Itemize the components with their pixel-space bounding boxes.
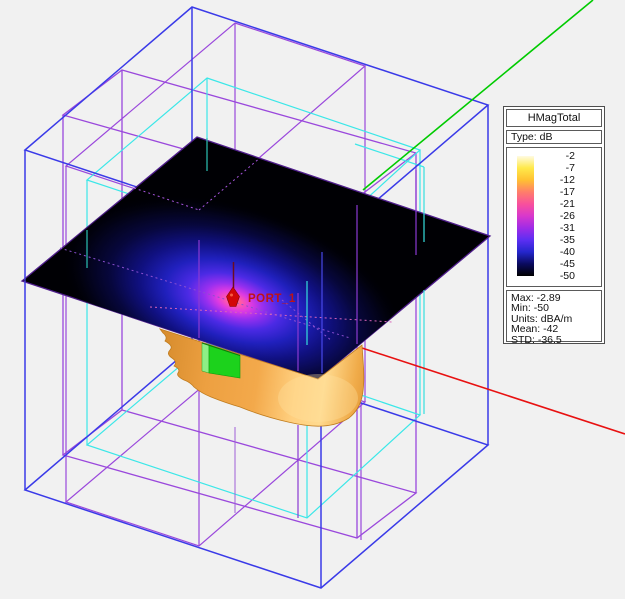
legend-colorbar: [517, 156, 534, 276]
legend-type: Type: dB: [506, 130, 602, 144]
antenna-top-edge: [201, 342, 241, 356]
port-cone-icon: [226, 286, 240, 307]
tick-label: -35: [559, 234, 575, 246]
field-legend[interactable]: HMagTotal Type: dB -2 -7 -12 -17 -21 -26…: [503, 106, 605, 346]
stat-min: Min: -50: [511, 302, 549, 315]
tick-label: -7: [565, 162, 575, 174]
stat-max: Max: -2.89: [511, 292, 561, 304]
tick-label: -45: [559, 258, 575, 270]
tick-label: -21: [559, 198, 575, 210]
port-label: PORT_1: [248, 293, 296, 305]
antenna-box[interactable]: [201, 342, 241, 379]
stat-mean: Mean: -42: [511, 323, 559, 336]
field-glow: [22, 137, 490, 379]
axis-x-red: [361, 347, 625, 435]
hidden-edge-dotted: [59, 156, 393, 342]
legend-title: HMagTotal: [506, 109, 602, 127]
neck-highlight: [278, 374, 358, 422]
field-plane[interactable]: [20, 136, 492, 380]
stat-units: Units: dBA/m: [511, 312, 573, 325]
tick-label: -17: [559, 186, 575, 198]
tick-label: -50: [559, 270, 575, 282]
legend-tick-labels: -2 -7 -12 -17 -21 -26 -31 -35 -40 -45 -5…: [539, 150, 575, 282]
tick-label: -26: [559, 210, 575, 222]
port-marker[interactable]: [226, 262, 240, 307]
tick-label: -31: [559, 222, 575, 234]
legend-stats: Max: -2.89 Min: -50 Units: dBA/m Mean: -…: [506, 290, 602, 346]
near-edges-over-plane: [24, 138, 425, 518]
tick-label: -40: [559, 246, 575, 258]
port-cone-highlight: [230, 293, 233, 297]
axis-y-green: [362, 0, 594, 191]
legend-scale: -2 -7 -12 -17 -21 -26 -31 -35 -40 -45 -5…: [506, 147, 602, 287]
tick-label: -12: [559, 174, 575, 186]
stat-std: STD: -36.5: [511, 333, 562, 346]
tick-label: -2: [565, 150, 575, 162]
